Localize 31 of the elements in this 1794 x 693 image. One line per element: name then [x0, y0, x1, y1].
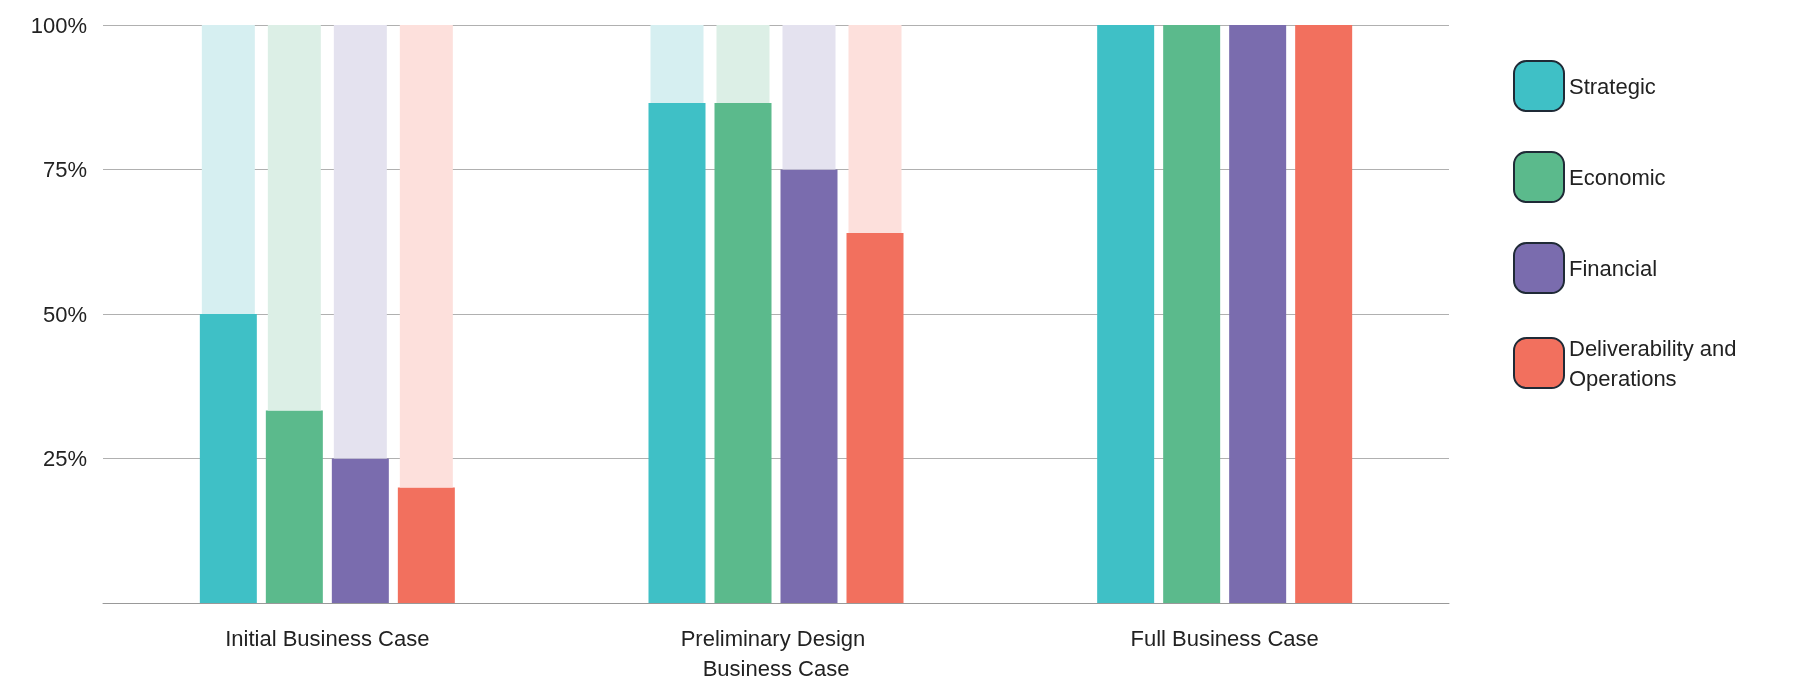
bar: [650, 25, 704, 104]
bar: [331, 458, 389, 603]
legend-label: Financial: [1569, 255, 1658, 281]
bar: [1163, 25, 1221, 603]
bar: [333, 25, 387, 459]
x-tick-label: Initial Business Case: [225, 625, 430, 651]
y-tick-label: 100%: [30, 12, 87, 38]
y-tick-label: 75%: [42, 157, 87, 182]
bar: [1229, 25, 1287, 603]
bar: [782, 25, 836, 170]
x-tick-label: Preliminary Design Business Case: [680, 625, 872, 681]
bar: [716, 25, 770, 104]
bar: [1097, 25, 1155, 603]
bar: [265, 410, 323, 603]
bar: [1295, 25, 1353, 603]
bar: [397, 487, 455, 603]
bar: [714, 103, 772, 603]
x-tick-label: Full Business Case: [1130, 625, 1319, 651]
legend-label: Deliverability and Operations: [1569, 335, 1743, 391]
bar: [267, 25, 321, 411]
bar: [848, 25, 902, 234]
legend-label: Economic: [1569, 164, 1666, 190]
bar: [199, 314, 257, 603]
bar: [648, 103, 706, 603]
bar: [399, 25, 453, 488]
bar: [846, 233, 904, 603]
bar: [780, 169, 838, 603]
bar: [201, 25, 255, 314]
y-tick-label: 25%: [42, 446, 87, 471]
legend-label: Strategic: [1569, 73, 1656, 99]
y-tick-label: 50%: [42, 301, 87, 327]
